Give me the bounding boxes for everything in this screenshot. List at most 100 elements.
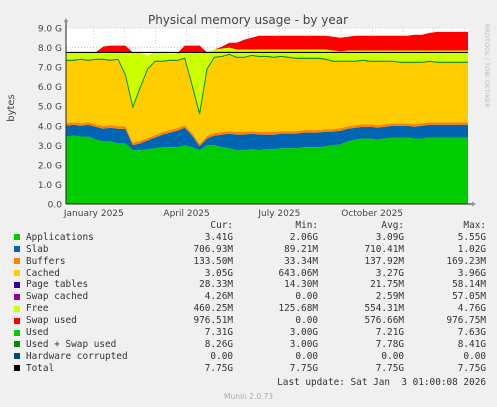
legend-min: 89.21M — [284, 243, 318, 255]
y-tick-label: 3.0 G — [38, 142, 62, 152]
legend-avg: 21.75M — [370, 279, 404, 291]
y-tick-label: 5.0 G — [38, 103, 62, 113]
legend-cur: 8.26G — [204, 338, 233, 350]
legend-max: 8.41G — [457, 338, 486, 350]
legend-min: 2.06G — [289, 231, 318, 243]
legend-avg: 7.75G — [375, 362, 404, 374]
y-tick-label: 8.0 G — [38, 44, 62, 54]
rrdtool-credit: RRDTOOL / TOBI OETIKER — [483, 24, 491, 108]
legend-max: 58.14M — [452, 279, 486, 291]
stacked-areas — [66, 31, 468, 204]
legend-max: 976.75M — [446, 315, 486, 327]
legend-min: 643.06M — [278, 267, 318, 279]
legend-name: Swap used — [26, 315, 77, 327]
legend-name: Page tables — [26, 279, 89, 291]
legend-cur: 4.26M — [204, 291, 233, 303]
legend-min: 0.00 — [295, 291, 318, 303]
legend-cur: 0.00 — [210, 350, 233, 362]
area-buffers — [66, 122, 468, 147]
legend-avg: 7.78G — [375, 338, 404, 350]
legend-avg: 3.09G — [375, 231, 404, 243]
y-tick-label: 6.0 G — [38, 83, 62, 93]
legend-avg: 3.27G — [375, 267, 404, 279]
area-slab — [66, 124, 468, 151]
legend-swatch — [14, 293, 20, 300]
x-tick-label: April 2025 — [163, 209, 209, 219]
legend-min: 14.30M — [284, 279, 318, 291]
legend-swatch — [14, 329, 20, 336]
legend-name: Slab — [26, 243, 49, 255]
axes: 0.0 1.0 G 2.0 G 3.0 G 4.0 G 5.0 G 6.0 G 7.0 G 8.… — [38, 18, 476, 219]
y-tick-label: 2.0 G — [38, 161, 62, 171]
y-axis-label: bytes — [6, 94, 17, 122]
area-free — [66, 47, 468, 114]
legend-row: Total 7.75G 7.75G 7.75G 7.75G — [0, 363, 497, 375]
legend-avg: 710.41M — [364, 243, 404, 255]
legend-avg: 554.31M — [364, 303, 404, 315]
legend-min: 3.00G — [289, 338, 318, 350]
legend-cur: 3.05G — [204, 267, 233, 279]
legend-max: 0.00 — [463, 350, 486, 362]
legend-name: Used — [26, 327, 49, 339]
legend-min: 0.00 — [295, 315, 318, 327]
legend-row: Buffers 133.50M 33.34M 137.92M 169.23M — [0, 256, 497, 268]
legend-min: 0.00 — [295, 350, 318, 362]
legend-name: Free — [26, 303, 49, 315]
legend-swatch — [14, 365, 20, 372]
legend-avg: 137.92M — [364, 255, 404, 267]
area-swap-used — [66, 31, 468, 56]
y-tick-label: 1.0 G — [38, 181, 62, 191]
legend-row: Swap cached 4.26M 0.00 2.59M 57.05M — [0, 291, 497, 303]
legend-cur: 7.31G — [204, 327, 233, 339]
munin-version: Munin 2.0.73 — [223, 392, 274, 401]
legend-cur: 460.25M — [193, 303, 233, 315]
legend-swatch — [14, 246, 20, 253]
legend-max: 7.75G — [457, 362, 486, 374]
legend-swatch — [14, 341, 20, 348]
legend-row: Cached 3.05G 643.06M 3.27G 3.96G — [0, 268, 497, 280]
y-axis-arrow — [63, 18, 69, 22]
legend-avg: 2.59M — [375, 291, 404, 303]
legend-name: Hardware corrupted — [26, 350, 128, 362]
legend-max: 1.02G — [457, 243, 486, 255]
area-applications — [66, 135, 468, 204]
legend-max: 4.76G — [457, 303, 486, 315]
legend-max: 57.05M — [452, 291, 486, 303]
legend-name: Applications — [26, 231, 94, 243]
legend-header-min: Min: — [295, 220, 318, 231]
legend-header-avg: Avg: — [381, 220, 404, 231]
legend-cur: 976.51M — [193, 315, 233, 327]
legend-swatch — [14, 353, 20, 360]
legend-avg: 7.21G — [375, 327, 404, 339]
legend-row: Used + Swap used 8.26G 3.00G 7.78G 8.41G — [0, 339, 497, 351]
legend-max: 3.96G — [457, 267, 486, 279]
legend-rows: Applications 3.41G 2.06G 3.09G 5.55G Slab 706.… — [0, 232, 497, 375]
legend-header: Cur: Min: Avg: Max: — [0, 220, 497, 232]
legend-cur: 28.33M — [199, 279, 233, 291]
legend-min: 125.68M — [278, 303, 318, 315]
legend-max: 5.55G — [457, 231, 486, 243]
legend-name: Swap cached — [26, 291, 89, 303]
legend-name: Total — [26, 362, 55, 374]
last-update: Last update: Sat Jan 3 01:00:08 2026 — [277, 377, 486, 388]
legend-row: Page tables 28.33M 14.30M 21.75M 58.14M — [0, 279, 497, 291]
y-tick-label: 0.0 — [48, 201, 63, 211]
y-tick-label: 4.0 G — [38, 122, 62, 132]
y-tick-label: 9.0 G — [38, 25, 62, 35]
legend-row: Swap used 976.51M 0.00 576.66M 976.75M — [0, 315, 497, 327]
legend-row: Applications 3.41G 2.06G 3.09G 5.55G — [0, 232, 497, 244]
legend-swatch — [14, 281, 20, 288]
x-tick-label: July 2025 — [257, 209, 300, 219]
legend-swatch — [14, 270, 20, 277]
legend-row: Slab 706.93M 89.21M 710.41M 1.02G — [0, 244, 497, 256]
x-axis-arrow — [472, 201, 476, 207]
legend-avg: 576.66M — [364, 315, 404, 327]
legend-max: 169.23M — [446, 255, 486, 267]
chart-title: Physical memory usage - by year — [148, 13, 348, 27]
legend-row: Used 7.31G 3.00G 7.21G 7.63G — [0, 327, 497, 339]
legend-cur: 7.75G — [204, 362, 233, 374]
x-tick-label: January 2025 — [63, 209, 124, 219]
area-cached — [66, 54, 468, 144]
legend-cur: 133.50M — [193, 255, 233, 267]
